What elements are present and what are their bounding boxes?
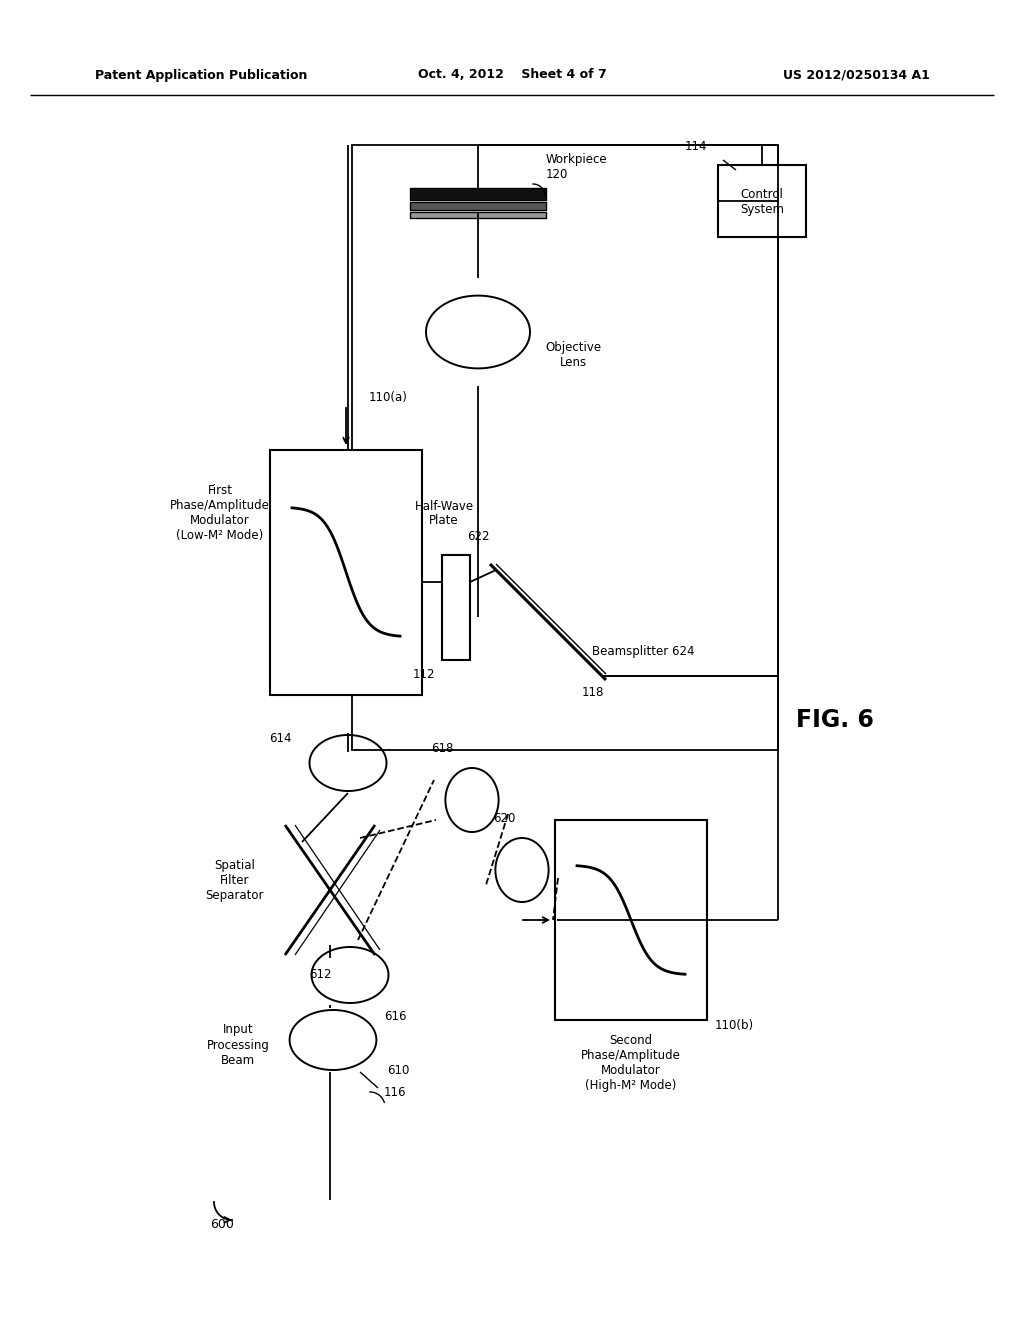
Text: Beam: Beam <box>221 1053 255 1067</box>
Text: 622: 622 <box>467 531 489 544</box>
Text: FIG. 6: FIG. 6 <box>796 708 873 733</box>
Text: Objective: Objective <box>545 341 601 354</box>
Text: First: First <box>208 483 232 496</box>
Text: System: System <box>740 202 784 215</box>
Text: 120: 120 <box>546 168 568 181</box>
Text: Processing: Processing <box>207 1039 269 1052</box>
Text: 600: 600 <box>210 1218 233 1232</box>
Text: Workpiece: Workpiece <box>546 153 607 166</box>
Text: Modulator: Modulator <box>601 1064 660 1077</box>
Text: Spatial: Spatial <box>215 858 255 871</box>
Text: 610: 610 <box>387 1064 410 1077</box>
Text: 110(b): 110(b) <box>715 1019 754 1031</box>
Bar <box>352 145 778 750</box>
Text: Filter: Filter <box>220 874 250 887</box>
Text: 612: 612 <box>309 969 331 982</box>
Bar <box>270 450 422 696</box>
Bar <box>410 187 546 201</box>
Text: Lens: Lens <box>559 355 587 368</box>
Text: Modulator: Modulator <box>190 513 250 527</box>
Text: US 2012/0250134 A1: US 2012/0250134 A1 <box>783 69 930 82</box>
Text: 618: 618 <box>431 742 454 755</box>
Bar <box>410 202 546 210</box>
Text: (Low-M² Mode): (Low-M² Mode) <box>176 528 263 541</box>
Text: Oct. 4, 2012    Sheet 4 of 7: Oct. 4, 2012 Sheet 4 of 7 <box>418 69 606 82</box>
Text: 114: 114 <box>685 140 708 153</box>
Text: Phase/Amplitude: Phase/Amplitude <box>170 499 270 511</box>
Text: Input: Input <box>222 1023 253 1036</box>
Text: 110(a): 110(a) <box>369 392 408 404</box>
Text: Phase/Amplitude: Phase/Amplitude <box>581 1048 681 1061</box>
Bar <box>555 820 707 1020</box>
Bar <box>718 165 806 238</box>
Text: 112: 112 <box>413 668 435 681</box>
Bar <box>442 554 470 660</box>
Text: Separator: Separator <box>206 888 264 902</box>
Text: Half-Wave: Half-Wave <box>415 500 473 513</box>
Text: 118: 118 <box>582 685 604 698</box>
Text: Beamsplitter 624: Beamsplitter 624 <box>592 645 694 659</box>
Text: (High-M² Mode): (High-M² Mode) <box>586 1078 677 1092</box>
Bar <box>410 213 546 218</box>
Text: Patent Application Publication: Patent Application Publication <box>95 69 307 82</box>
Text: 616: 616 <box>384 1011 407 1023</box>
Text: 116: 116 <box>384 1085 407 1098</box>
Text: Control: Control <box>740 187 783 201</box>
Text: Plate: Plate <box>429 515 459 528</box>
Text: Second: Second <box>609 1034 652 1047</box>
Text: 620: 620 <box>493 812 515 825</box>
Text: 614: 614 <box>268 731 291 744</box>
